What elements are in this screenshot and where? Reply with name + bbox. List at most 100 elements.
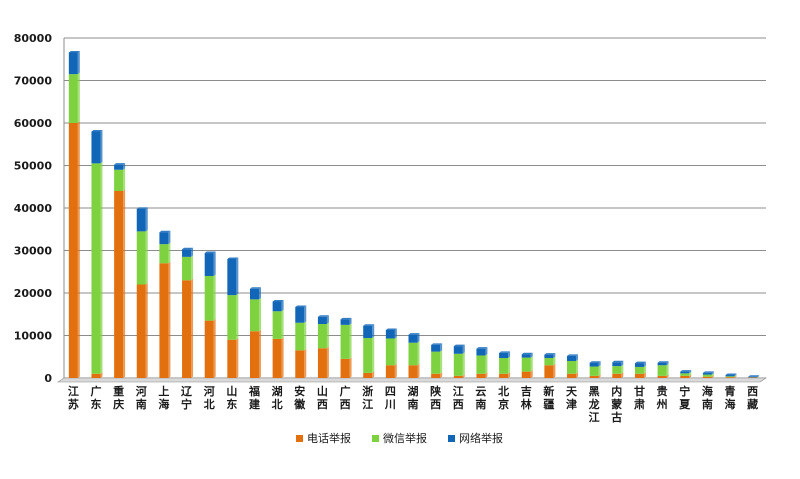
x-tick-label: 湖北 — [272, 384, 283, 411]
bar-segment — [680, 376, 689, 378]
bar-segment — [91, 374, 100, 378]
bar-segment-side — [327, 347, 329, 378]
bar-segment — [612, 362, 621, 366]
x-tick-label: 上海 — [158, 384, 169, 411]
bar-segment — [612, 366, 621, 374]
bar-segment-side — [214, 275, 216, 321]
bar-segment — [431, 345, 440, 352]
bar-segment — [114, 170, 123, 191]
bar-segment-side — [236, 258, 238, 296]
bar-segment — [522, 354, 531, 357]
bar-segment — [454, 376, 463, 378]
bar-segment — [409, 343, 418, 366]
bar-segment — [544, 365, 553, 378]
bar-segment-side — [123, 190, 125, 379]
bar-segment — [363, 338, 372, 373]
bar-segment-side — [304, 349, 306, 378]
bar-segment-side — [100, 130, 102, 163]
y-tick-label: 20000 — [14, 287, 53, 300]
x-tick-label: 贵州 — [656, 384, 668, 411]
x-tick-label: 辽宁 — [181, 385, 193, 411]
x-tick-label: 吉林 — [521, 384, 532, 411]
bar-segment — [205, 253, 214, 276]
x-tick-label: 西藏 — [747, 385, 758, 411]
bar-segment — [726, 376, 735, 377]
bar-segment-side — [485, 354, 487, 374]
bar-segment — [431, 352, 440, 374]
bar-segment-side — [78, 51, 80, 74]
bar-segment — [227, 295, 236, 340]
bar-segment — [273, 302, 282, 312]
bar-segment — [409, 335, 418, 343]
y-tick-label: 60000 — [14, 117, 53, 130]
bar-segment — [726, 377, 735, 378]
bar-segment — [431, 374, 440, 378]
bar-segment-side — [123, 168, 125, 191]
bar-segment — [386, 330, 395, 339]
bar-segment — [182, 257, 191, 280]
bar-segment — [250, 289, 259, 300]
bar-segment — [703, 377, 712, 378]
bar-segment — [159, 263, 168, 378]
x-tick-label: 内蒙古 — [611, 384, 622, 424]
bar-segment — [476, 374, 485, 378]
bar-segment — [250, 331, 259, 378]
y-tick-label: 50000 — [14, 160, 53, 173]
bar-segment — [69, 123, 78, 378]
legend-swatch — [372, 435, 379, 442]
x-tick-label: 天津 — [566, 385, 578, 411]
bar-segment — [635, 374, 644, 378]
bar-segment — [273, 339, 282, 378]
bar-segment — [341, 359, 350, 378]
bar-segment — [680, 373, 689, 376]
x-tick-label: 湖南 — [408, 384, 419, 411]
x-tick-label: 河北 — [204, 384, 215, 411]
bar-segment — [522, 372, 531, 378]
y-tick-label: 0 — [44, 372, 52, 385]
bar-segment — [295, 350, 304, 378]
bar-segment — [227, 340, 236, 378]
bar-segment — [137, 285, 146, 379]
bar-segment-side — [282, 337, 284, 378]
bar-segment — [454, 346, 463, 354]
bar-segment — [386, 338, 395, 365]
bar-segment — [137, 231, 146, 284]
y-tick-label: 10000 — [14, 330, 53, 343]
x-tick-label: 广东 — [90, 384, 101, 411]
bar-segment — [182, 249, 191, 257]
legend-label: 网络举报 — [459, 431, 503, 445]
bar-segment — [205, 276, 214, 321]
x-tick-label: 北京 — [498, 384, 509, 411]
bar-segment-side — [191, 279, 193, 378]
bar-segment — [658, 365, 667, 376]
bar-segment — [590, 363, 599, 367]
x-tick-label: 福建 — [248, 384, 261, 411]
bar-segment — [544, 355, 553, 358]
bar-segment — [273, 311, 282, 339]
bar-segment-side — [168, 243, 170, 264]
x-axis-floor — [58, 378, 766, 382]
x-tick-label: 山西 — [317, 384, 328, 411]
bar-segment-side — [259, 298, 261, 331]
bar-segment-side — [531, 356, 533, 372]
bar-segment-side — [440, 350, 442, 374]
legend-swatch — [296, 435, 303, 442]
bar-segment-side — [146, 230, 148, 285]
bar-segment — [567, 374, 576, 378]
x-tick-label: 四川 — [384, 385, 396, 411]
bar-segment — [250, 299, 259, 331]
x-tick-label: 云南 — [475, 385, 486, 411]
bar-segment — [499, 353, 508, 358]
bar-segment-side — [100, 162, 102, 374]
bar-segment-side — [395, 337, 397, 365]
x-tick-label: 河南 — [136, 384, 147, 411]
bar-segment — [658, 363, 667, 366]
bar-segment — [567, 356, 576, 361]
bar-segment-side — [418, 364, 420, 378]
bar-segment — [635, 363, 644, 367]
bar-segment-side — [667, 364, 669, 376]
bar-segment — [476, 349, 485, 356]
bar-segment — [454, 354, 463, 376]
bar-segment-side — [395, 364, 397, 378]
